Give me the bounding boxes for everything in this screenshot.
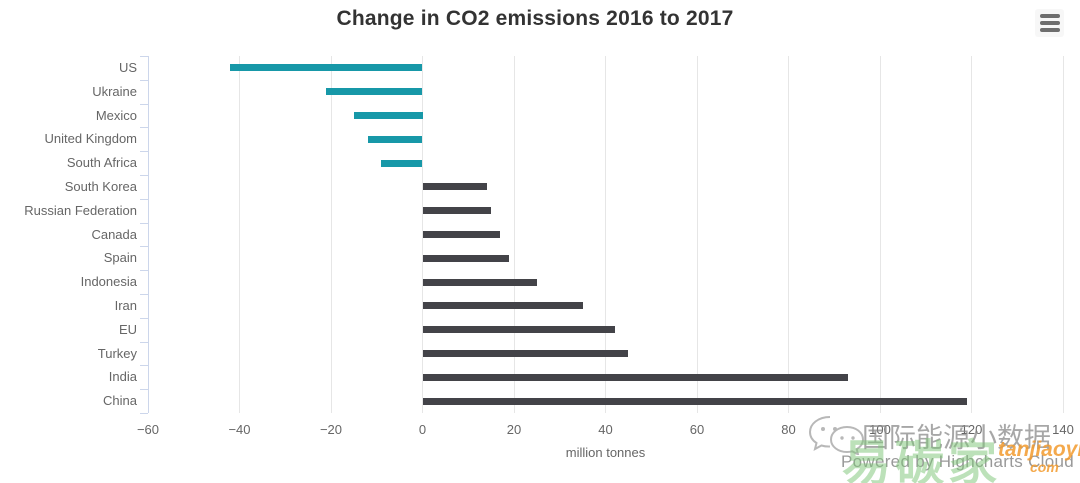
hamburger-icon[interactable] [1035, 9, 1064, 37]
x-tick-label: −40 [228, 422, 251, 437]
bar[interactable] [422, 207, 492, 215]
y-axis-tick [140, 413, 148, 414]
x-tick-label: 80 [781, 422, 796, 437]
bar[interactable] [422, 302, 583, 310]
gridline [513, 56, 515, 413]
category-label: India [108, 369, 137, 385]
y-axis-tick [140, 127, 148, 129]
category-label: Spain [103, 250, 137, 266]
bar[interactable] [422, 350, 629, 357]
y-axis-tick [140, 246, 148, 248]
category-label: Canada [91, 226, 137, 242]
y-axis-line [148, 56, 149, 413]
y-axis-tick [140, 317, 148, 319]
x-tick-label: 100 [869, 422, 891, 437]
x-axis-title: million tonnes [565, 445, 646, 460]
category-label: China [103, 393, 137, 409]
gridline [1062, 56, 1064, 413]
gridline [696, 56, 698, 413]
gridline [605, 56, 606, 413]
category-label: Mexico [95, 107, 137, 123]
category-label: South Korea [64, 178, 137, 194]
gridline [879, 56, 881, 413]
y-axis-tick [140, 56, 148, 57]
bar[interactable] [422, 183, 487, 191]
y-axis-tick [140, 103, 148, 105]
y-axis-tick [140, 294, 148, 295]
bar[interactable] [367, 135, 423, 143]
gridline [971, 56, 972, 413]
y-axis-tick [140, 222, 148, 224]
bar[interactable] [230, 64, 423, 72]
highcharts-credits-link[interactable]: Powered by Highcharts Cloud [841, 452, 1074, 471]
bar[interactable] [422, 397, 967, 405]
category-label: Turkey [97, 345, 137, 361]
bar[interactable] [326, 88, 423, 96]
bar[interactable] [422, 278, 537, 286]
category-label: US [118, 59, 137, 75]
y-axis-tick [140, 175, 148, 176]
gridline [239, 56, 240, 413]
bar[interactable] [422, 231, 501, 238]
x-tick-label: 40 [598, 422, 613, 437]
bar[interactable] [422, 254, 510, 262]
y-axis-tick [140, 79, 148, 81]
y-axis-tick [140, 198, 148, 200]
gridline [788, 56, 789, 413]
y-axis-tick [140, 389, 148, 391]
category-label: South Africa [66, 155, 137, 171]
y-axis-tick [140, 151, 148, 153]
x-tick-label: −60 [136, 422, 160, 437]
y-axis-tick [140, 270, 148, 272]
y-axis-tick [140, 341, 148, 343]
category-label: United Kingdom [44, 131, 138, 147]
bar[interactable] [422, 326, 615, 334]
category-label: Indonesia [80, 274, 137, 290]
bar[interactable] [422, 373, 848, 381]
category-label: Iran [114, 297, 137, 313]
gridline [330, 56, 332, 413]
x-tick-label: −20 [319, 422, 343, 437]
bar[interactable] [381, 159, 423, 167]
x-tick-label: 0 [418, 422, 427, 437]
x-tick-label: 20 [506, 422, 522, 437]
category-label: Russian Federation [24, 202, 137, 218]
bar[interactable] [353, 112, 423, 119]
y-axis-tick [140, 365, 148, 367]
category-label: EU [118, 321, 137, 337]
chart-title: Change in CO2 emissions 2016 to 2017 [336, 7, 734, 30]
x-tick-label: 120 [960, 422, 983, 437]
category-label: Ukraine [92, 83, 137, 99]
x-tick-label: 140 [1052, 422, 1074, 437]
x-tick-label: 60 [689, 422, 705, 437]
